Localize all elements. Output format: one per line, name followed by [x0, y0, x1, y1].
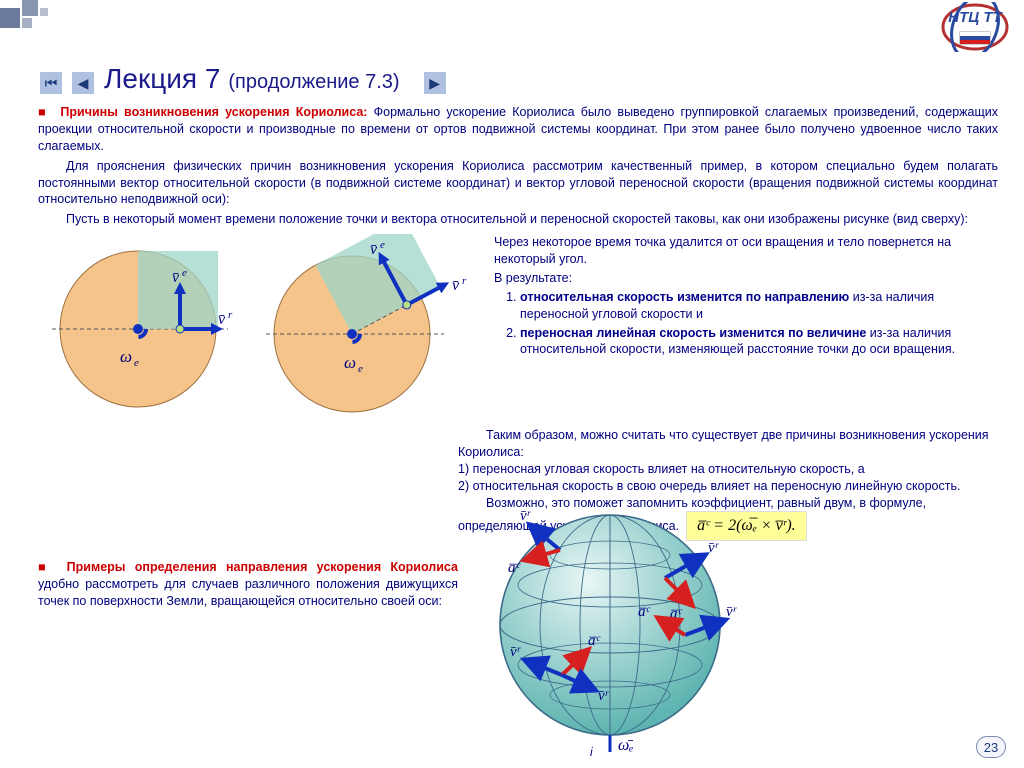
title-row: ⏮ ◀ Лекция 7 (продолжение 7.3) ▶	[40, 60, 448, 98]
svg-text:r: r	[462, 275, 467, 287]
svg-text:r: r	[228, 309, 233, 321]
logo-text: НТЦ ТТ	[948, 9, 1003, 26]
svg-text:v̄ʳ: v̄ʳ	[510, 644, 522, 660]
svg-text:a̅ᶜ: a̅ᶜ	[638, 604, 651, 620]
ex-label: Примеры определения направления ускорени…	[67, 560, 458, 574]
page-number: 23	[976, 736, 1006, 758]
logo: НТЦ ТТ	[930, 2, 1020, 52]
page-subtitle: (продолжение 7.3)	[228, 69, 399, 96]
svg-text:a̅ᶜ: a̅ᶜ	[670, 606, 683, 622]
p1: ■ Причины возникновения ускорения Кориол…	[38, 104, 998, 155]
svg-text:ω̄ₑ: ω̄ₑ	[618, 737, 634, 754]
footer-index: i	[590, 744, 593, 760]
reason-2: переносная линейная скорость изменится п…	[520, 325, 998, 359]
earth-diagram: v̄ʳ a̅ᶜ v̄ʳ a̅ᶜ v̄ʳ a̅ᶜ v̄ʳ a̅ᶜ v̄ʳ ω̄ₑ	[470, 500, 750, 765]
r2: В результате:	[494, 270, 998, 287]
examples-block: ■ Примеры определения направления ускоре…	[38, 559, 458, 610]
nav-first-icon[interactable]: ⏮	[40, 72, 62, 94]
nav-prev-icon[interactable]: ◀	[72, 72, 94, 94]
p3: Пусть в некоторый момент времени положен…	[38, 211, 998, 228]
p1-label: Причины возникновения ускорения Кориолис…	[60, 105, 367, 119]
svg-text:v̄ʳ: v̄ʳ	[598, 688, 610, 704]
svg-text:v̄: v̄	[218, 311, 226, 328]
svg-text:v̄: v̄	[452, 277, 460, 294]
circle-diagram-1: v̄ e v̄ r ω e	[38, 234, 238, 429]
page-title: Лекция 7	[104, 60, 220, 98]
svg-text:a̅ᶜ: a̅ᶜ	[508, 560, 521, 576]
svg-text:a̅ᶜ: a̅ᶜ	[588, 633, 601, 649]
svg-text:v̄: v̄	[370, 241, 378, 258]
corner-deco	[0, 0, 60, 35]
svg-text:v̄ʳ: v̄ʳ	[726, 604, 738, 620]
svg-text:e: e	[380, 239, 385, 251]
concl-lead: Таким образом, можно считать что существ…	[458, 427, 998, 461]
concl2: 2) относительная скорость в свою очередь…	[458, 478, 998, 495]
svg-text:v̄ʳ: v̄ʳ	[708, 540, 720, 556]
svg-text:v̄ʳ: v̄ʳ	[520, 508, 532, 524]
diagram-row: v̄ e v̄ r ω e	[38, 234, 998, 429]
r1: Через некоторое время точка удалится от …	[494, 234, 998, 268]
circle-diagram-2: v̄ e v̄ r ω e	[252, 234, 472, 429]
svg-text:v̄: v̄	[172, 269, 180, 286]
svg-text:e: e	[358, 363, 363, 375]
concl1: 1) переносная угловая скорость влияет на…	[458, 461, 998, 478]
ex-body: удобно рассмотреть для случаев различног…	[38, 577, 458, 608]
svg-text:e: e	[182, 267, 187, 279]
p2: Для прояснения физических причин возникн…	[38, 158, 998, 209]
svg-text:e: e	[134, 357, 139, 369]
right-explanation: Через некоторое время точка удалится от …	[486, 234, 998, 429]
nav-next-icon[interactable]: ▶	[424, 72, 446, 94]
svg-text:ω: ω	[344, 353, 356, 372]
svg-text:ω: ω	[120, 347, 132, 366]
reason-1: относительная скорость изменится по напр…	[520, 289, 998, 323]
